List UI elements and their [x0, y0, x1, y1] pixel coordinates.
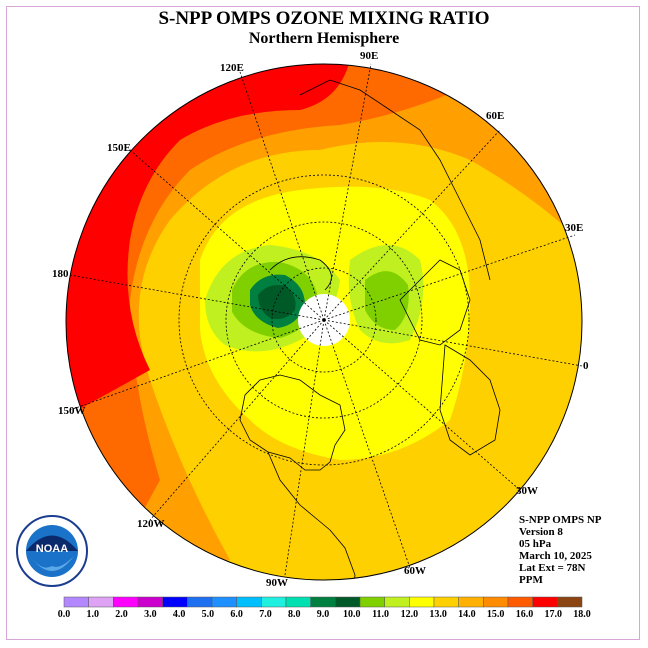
- logo-text: NOAA: [36, 543, 68, 555]
- lon-label-60w: 60W: [404, 565, 426, 577]
- colorbar-swatch: [113, 596, 139, 608]
- colorbar-swatch: [88, 596, 114, 608]
- colorbar: [63, 596, 583, 608]
- colorbar-tick-label: 3.0: [144, 609, 157, 620]
- colorbar-tick-label: 11.0: [372, 609, 390, 620]
- lon-label-90w: 90W: [266, 577, 288, 589]
- lon-label-30e: 30E: [565, 222, 584, 234]
- colorbar-tick-label: 0.0: [57, 609, 71, 620]
- colorbar-tick-label: 8.0: [287, 609, 301, 620]
- colorbar-swatch: [162, 596, 188, 608]
- colorbar-tick-label: 13.0: [429, 609, 447, 620]
- info-level: 05 hPa: [519, 538, 552, 550]
- colorbar-tick-label: 5.0: [201, 609, 215, 620]
- colorbar-tick-label: 12.0: [400, 609, 419, 620]
- colorbar-tick-label: 16.0: [515, 609, 534, 620]
- colorbar-swatch: [507, 596, 533, 608]
- colorbar-tick-label: 15.0: [486, 609, 505, 620]
- colorbar-swatch: [532, 596, 558, 608]
- map-boundary: [65, 63, 583, 581]
- colorbar-swatch: [409, 596, 435, 608]
- colorbar-swatch: [63, 596, 89, 608]
- map-title: S-NPP OMPS OZONE MIXING RATIO: [158, 8, 490, 29]
- lon-label-90e: 90E: [360, 50, 379, 62]
- colorbar-swatch: [137, 596, 163, 608]
- lon-label-180: 180: [52, 268, 69, 280]
- info-product: S-NPP OMPS NP: [519, 514, 602, 526]
- info-lat-ext: Lat Ext = 78N: [519, 562, 586, 574]
- colorbar-swatch: [310, 596, 336, 608]
- colorbar-tick-label: 17.0: [544, 609, 562, 620]
- colorbar-swatch: [236, 596, 262, 608]
- lon-label-120w: 120W: [137, 518, 165, 530]
- colorbar-tick-label: 14.0: [458, 609, 476, 620]
- info-date: March 10, 2025: [519, 550, 592, 562]
- colorbar-swatch: [285, 596, 311, 608]
- graticule: [69, 63, 583, 576]
- colorbar-tick-label: 2.0: [115, 609, 128, 620]
- colorbar-tick-label: 1.0: [86, 609, 100, 620]
- lon-label-0: 0: [583, 360, 589, 372]
- colorbar-tick-label: 4.0: [172, 609, 186, 620]
- colorbar-swatch: [335, 596, 361, 608]
- info-panel: S-NPP OMPS NP Version 8 05 hPa March 10,…: [519, 514, 602, 586]
- lon-label-120e: 120E: [220, 62, 244, 74]
- colorbar-swatch: [433, 596, 459, 608]
- colorbar-swatch: [261, 596, 287, 608]
- lon-label-60e: 60E: [486, 110, 505, 122]
- lon-label-150w: 150W: [58, 405, 86, 417]
- colorbar-swatch: [483, 596, 509, 608]
- colorbar-swatch: [458, 596, 484, 608]
- colorbar-swatch: [211, 596, 237, 608]
- info-version: Version 8: [519, 526, 563, 538]
- colorbar-tick-label: 9.0: [316, 609, 330, 620]
- lon-label-30w: 30W: [516, 485, 538, 497]
- coastlines: [239, 79, 501, 580]
- colorbar-swatch: [384, 596, 410, 608]
- map-subtitle: Northern Hemisphere: [248, 30, 400, 47]
- colorbar-swatch: [359, 596, 385, 608]
- colorbar-swatch: [557, 596, 583, 608]
- info-units: PPM: [519, 574, 543, 586]
- figure-frame: [6, 6, 640, 640]
- lon-label-150e: 150E: [107, 142, 131, 154]
- colorbar-tick-label: 7.0: [259, 609, 272, 620]
- colorbar-tick-label: 6.0: [230, 609, 243, 620]
- colorbar-swatch: [187, 596, 213, 608]
- colorbar-tick-label: 10.0: [343, 609, 361, 620]
- noaa-logo: NOAA: [16, 515, 88, 587]
- colorbar-tick-label: 18.0: [573, 609, 591, 620]
